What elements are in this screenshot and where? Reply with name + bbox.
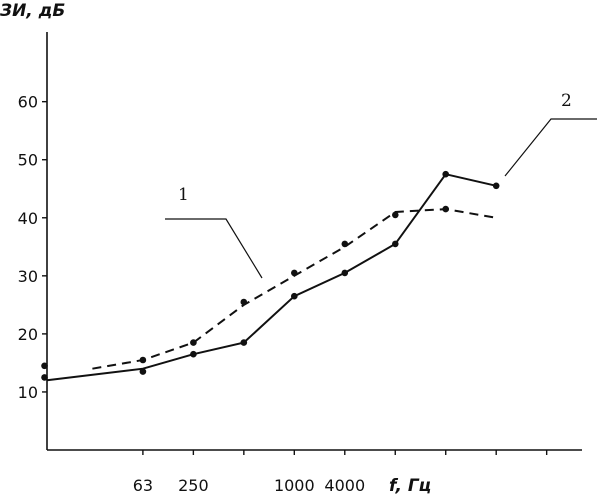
series-1-point [291, 269, 298, 277]
series-2-point [139, 368, 147, 375]
series-2-point [291, 292, 298, 300]
series-2-point [240, 339, 248, 346]
series-1-point [341, 240, 349, 248]
y-axis-title: ЗИ, дБ [0, 1, 65, 21]
leader-line-2 [504, 118, 597, 177]
series-1-point [41, 362, 48, 370]
series-2-point [442, 170, 450, 178]
series-2-point [41, 374, 48, 381]
y-tick-label: 50 [18, 151, 38, 170]
series-2-point [492, 182, 500, 190]
series-layer [41, 118, 597, 382]
leader-line-1 [165, 218, 263, 279]
series-1-point [442, 205, 450, 213]
axes: 10 20 30 40 50 60 63 250 1000 4000 [18, 32, 582, 494]
series-1-point [139, 356, 147, 364]
y-tick-label: 60 [18, 93, 38, 112]
y-tick-label: 10 [18, 383, 38, 402]
series-2-point [190, 350, 197, 358]
x-tick-label: 250 [178, 476, 209, 494]
x-tick-label: 4000 [324, 476, 365, 494]
y-tick-label: 40 [18, 209, 38, 228]
label-layer: ЗИ, дБ f, Гц 1 2 [0, 1, 572, 494]
series-1-point [190, 339, 197, 346]
series-2-line [46, 173, 497, 382]
series-1-line [92, 208, 497, 370]
x-axis-title: f, Гц [389, 476, 431, 494]
series-1-point [392, 211, 399, 219]
series-1-point [240, 298, 248, 306]
series-2-point [341, 269, 349, 277]
series-2-point [392, 240, 399, 248]
x-tick-label: 1000 [274, 476, 315, 494]
curve-label-2: 2 [561, 91, 572, 111]
curve-label-1: 1 [178, 185, 189, 205]
y-tick-label: 30 [18, 267, 38, 286]
x-tick-label: 63 [133, 476, 153, 494]
y-tick-label: 20 [18, 325, 38, 344]
